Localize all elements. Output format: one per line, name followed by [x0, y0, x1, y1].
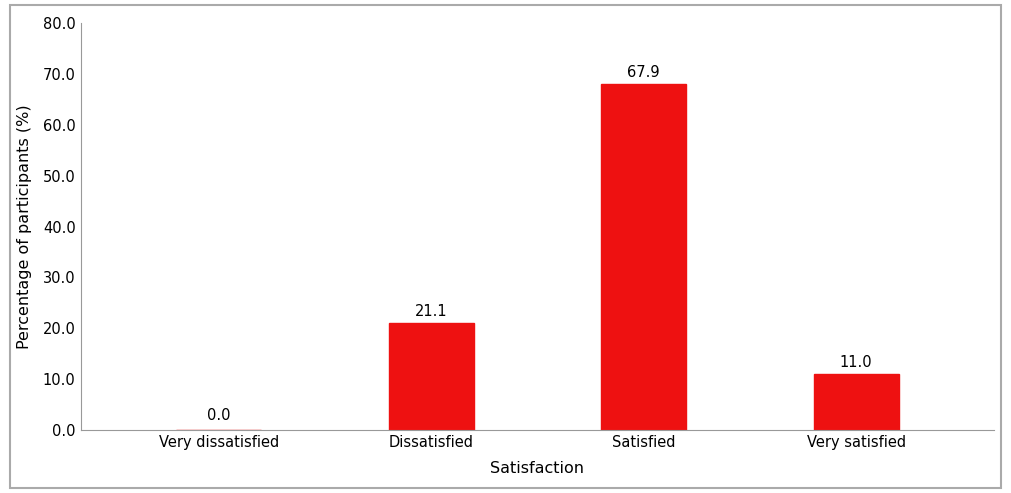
Y-axis label: Percentage of participants (%): Percentage of participants (%) [16, 104, 31, 349]
Bar [814, 374, 899, 430]
Text: 21.1: 21.1 [415, 304, 448, 319]
Text: 11.0: 11.0 [840, 355, 872, 370]
Text: 0.0: 0.0 [207, 408, 231, 423]
Bar [602, 84, 686, 430]
Text: 67.9: 67.9 [628, 65, 660, 80]
Bar [388, 323, 474, 430]
X-axis label: Satisfaction: Satisfaction [490, 461, 584, 476]
